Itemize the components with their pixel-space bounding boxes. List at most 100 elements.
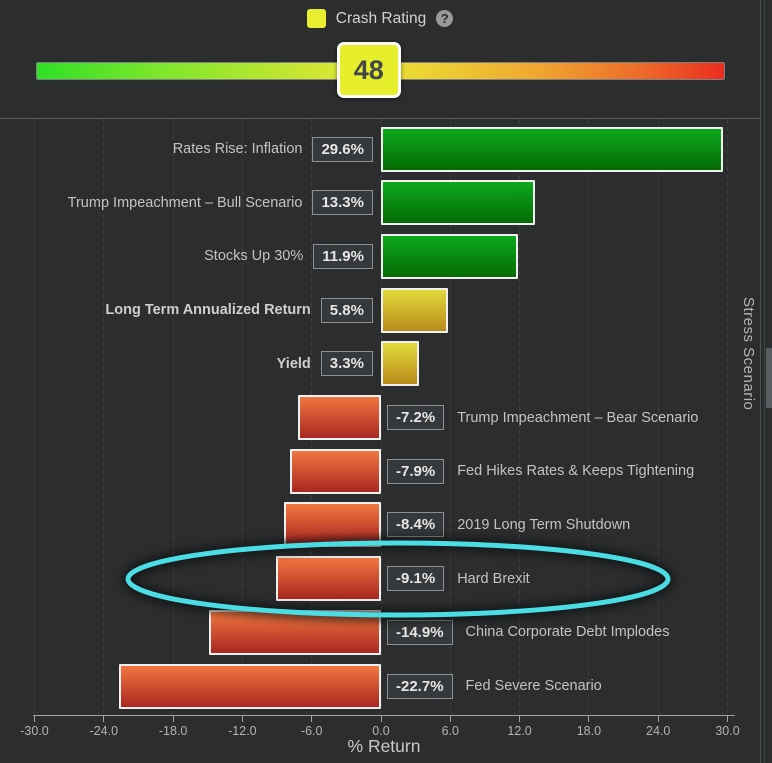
- scenario-bar[interactable]: [381, 180, 535, 226]
- chart-row: -14.9% China Corporate Debt Implodes: [0, 609, 760, 655]
- value-box: -9.1%: [387, 566, 445, 592]
- row-annotation: -7.2% Trump Impeachment – Bear Scenario: [387, 395, 748, 440]
- axis-tick: [241, 715, 243, 722]
- crash-rating-swatch-icon: [306, 9, 326, 28]
- scenario-label: Fed Hikes Rates & Keeps Tightening: [457, 463, 695, 480]
- scenario-label: 2019 Long Term Shutdown: [457, 516, 631, 533]
- chart-row: -7.2% Trump Impeachment – Bear Scenario: [0, 395, 760, 440]
- axis-tick-label: 12.0: [507, 724, 532, 738]
- stress-scenario-chart: Rates Rise: Inflation 29.6% Trump Impeachm…: [0, 119, 760, 763]
- chart-row: Trump Impeachment – Bull Scenario 13.3%: [0, 180, 760, 226]
- gridline: [103, 119, 105, 713]
- scenario-bar[interactable]: [381, 341, 420, 387]
- row-annotation: Yield 3.3%: [0, 341, 373, 386]
- chart-row: Rates Rise: Inflation 29.6%: [0, 126, 760, 172]
- row-annotation: -22.7% Fed Severe Scenario: [387, 664, 748, 709]
- row-annotation: Rates Rise: Inflation 29.6%: [0, 127, 373, 172]
- gridline: [588, 119, 590, 713]
- scenario-bar[interactable]: [297, 395, 381, 440]
- value-box: -7.9%: [387, 458, 445, 484]
- scenario-bar[interactable]: [283, 502, 381, 548]
- chart-row: -8.4% 2019 Long Term Shutdown: [0, 502, 760, 548]
- gridline: [519, 119, 521, 713]
- scenario-label: Yield: [276, 355, 311, 372]
- right-axis-label: Stress Scenario: [740, 297, 757, 411]
- x-axis: [33, 715, 735, 716]
- scenario-label: Trump Impeachment – Bear Scenario: [457, 409, 699, 426]
- axis-tick: [727, 715, 728, 722]
- row-annotation: -14.9% China Corporate Debt Implodes: [387, 610, 748, 655]
- gridline: [241, 119, 243, 713]
- value-box: 3.3%: [320, 351, 373, 377]
- chart-row: Long Term Annualized Return 5.8%: [0, 287, 760, 333]
- axis-tick-label: -6.0: [300, 724, 323, 738]
- header-divider: [0, 118, 760, 119]
- axis-tick-label: -12.0: [228, 724, 257, 738]
- scenario-label: Stocks Up 30%: [204, 248, 304, 265]
- scenario-bar[interactable]: [275, 556, 381, 602]
- scenario-bar[interactable]: [208, 609, 381, 655]
- axis-tick-label: 30.0: [715, 724, 740, 738]
- scenario-label: Long Term Annualized Return: [105, 302, 311, 319]
- value-box: 11.9%: [313, 243, 373, 269]
- scenario-label: China Corporate Debt Implodes: [465, 624, 670, 641]
- row-annotation: -8.4% 2019 Long Term Shutdown: [387, 502, 748, 547]
- row-annotation: Stocks Up 30% 11.9%: [0, 234, 373, 279]
- value-box: -22.7%: [387, 673, 453, 699]
- crash-rating-label: Crash Rating: [335, 9, 427, 27]
- axis-tick: [519, 715, 521, 722]
- axis-tick: [588, 715, 590, 722]
- panel-right-border: [760, 0, 761, 763]
- axis-tick: [380, 715, 382, 722]
- axis-tick-label: -30.0: [20, 724, 49, 738]
- row-annotation: -9.1% Hard Brexit: [387, 556, 748, 601]
- axis-tick: [449, 715, 451, 722]
- axis-tick-label: -18.0: [158, 724, 188, 738]
- axis-tick-label: 18.0: [576, 724, 602, 738]
- gridline: [727, 119, 728, 713]
- axis-tick: [103, 715, 105, 722]
- chart-row: Stocks Up 30% 11.9%: [0, 233, 760, 279]
- axis-tick-label: -24.0: [89, 724, 119, 738]
- scenario-bar[interactable]: [381, 287, 448, 333]
- help-icon[interactable]: ?: [436, 10, 454, 27]
- axis-tick-label: 24.0: [646, 724, 671, 738]
- value-box: -7.2%: [387, 405, 445, 430]
- chart-row: Yield 3.3%: [0, 341, 760, 387]
- chart-row: -9.1% Hard Brexit: [0, 556, 760, 602]
- gauge-section: Crash Rating ? 48: [0, 0, 760, 118]
- scenario-bar[interactable]: [289, 448, 381, 494]
- row-annotation: Trump Impeachment – Bull Scenario 13.3%: [0, 180, 373, 225]
- axis-tick: [34, 715, 35, 722]
- value-box: -8.4%: [387, 512, 445, 538]
- scenario-label: Fed Severe Scenario: [465, 678, 602, 694]
- gridline: [172, 119, 174, 713]
- value-box: 5.8%: [320, 297, 373, 323]
- gridline: [449, 119, 451, 713]
- scenario-bar[interactable]: [381, 126, 723, 172]
- axis-tick: [657, 715, 659, 722]
- crash-rating-value: 48: [353, 54, 384, 85]
- scenario-label: Rates Rise: Inflation: [172, 141, 303, 157]
- axis-tick-label: 0.0: [372, 724, 390, 738]
- x-axis-label: % Return: [347, 736, 421, 756]
- gridline: [34, 119, 35, 713]
- value-box: -14.9%: [387, 619, 453, 645]
- crash-rating-marker[interactable]: 48: [336, 42, 401, 98]
- value-box: 29.6%: [312, 136, 373, 162]
- row-annotation: Long Term Annualized Return 5.8%: [0, 288, 373, 333]
- scenario-label: Hard Brexit: [457, 570, 530, 587]
- value-box: 13.3%: [312, 190, 373, 216]
- axis-tick: [311, 715, 313, 722]
- scrollbar-thumb[interactable]: [766, 348, 772, 408]
- chart-row: -7.9% Fed Hikes Rates & Keeps Tightening: [0, 448, 760, 494]
- row-annotation: -7.9% Fed Hikes Rates & Keeps Tightening: [387, 449, 748, 494]
- gridline: [657, 119, 659, 713]
- scenario-label: Trump Impeachment – Bull Scenario: [67, 194, 303, 211]
- scenario-bar[interactable]: [118, 663, 381, 709]
- axis-tick: [172, 715, 174, 722]
- chart-row: -22.7% Fed Severe Scenario: [0, 663, 760, 709]
- scrollbar-track[interactable]: [764, 0, 772, 763]
- scenario-bar[interactable]: [381, 233, 519, 279]
